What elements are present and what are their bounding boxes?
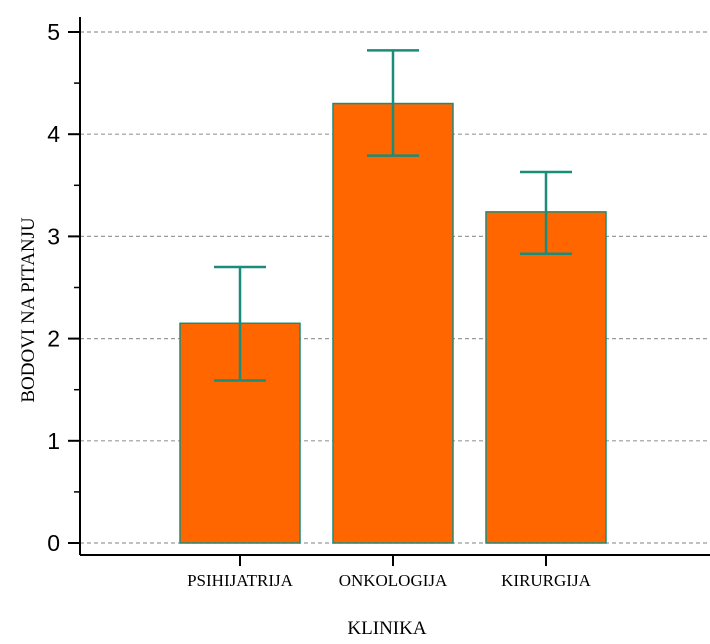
y-tick-label: 5	[47, 19, 60, 45]
bar-kirurgija	[485, 211, 607, 544]
y-tick-label: 2	[47, 326, 60, 352]
x-ticks: PSIHIJATRIJA ONKOLOGIJA KIRURGIJA	[187, 555, 592, 590]
y-ticks: 0 1 2 3 4 5	[47, 19, 80, 556]
y-axis-title: BODOVI NA PITANJU	[18, 217, 39, 403]
y-tick-label: 1	[47, 428, 60, 454]
y-tick-label: 3	[47, 223, 60, 249]
y-tick-label: 4	[47, 121, 60, 147]
y-tick-label: 0	[47, 530, 60, 556]
bar-onkologija	[332, 102, 454, 544]
bars	[179, 102, 607, 544]
x-tick-label: KIRURGIJA	[501, 571, 591, 590]
x-tick-label: PSIHIJATRIJA	[187, 571, 294, 590]
x-axis-title: KLINIKA	[347, 618, 426, 639]
axes	[79, 17, 710, 556]
error-bars	[214, 49, 572, 382]
x-tick-label: ONKOLOGIJA	[339, 571, 448, 590]
